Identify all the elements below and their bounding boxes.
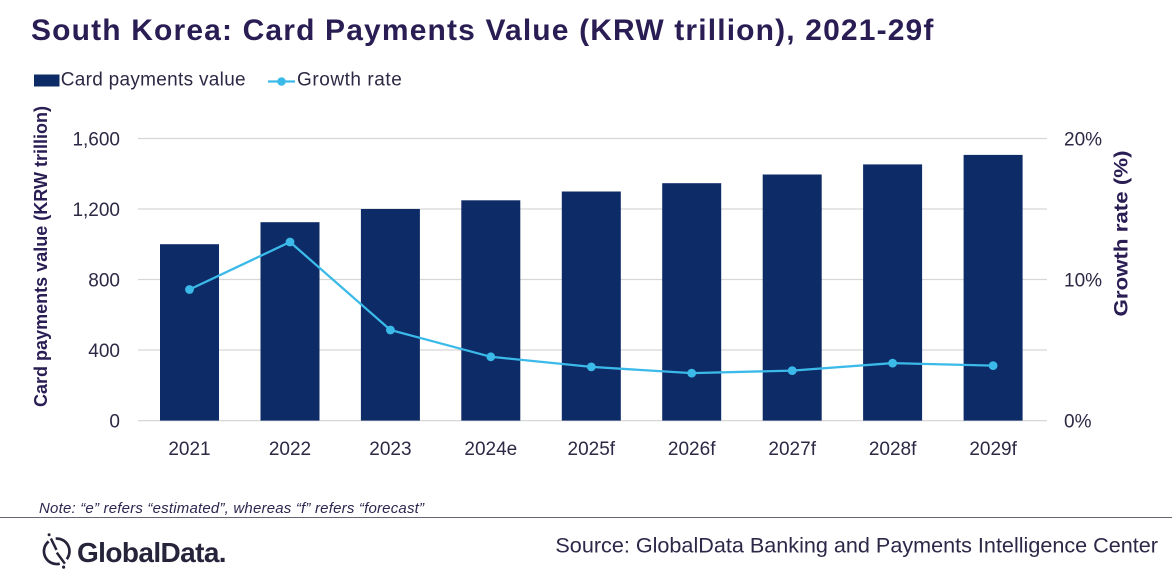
svg-text:2028f: 2028f [869, 439, 917, 460]
svg-text:2024e: 2024e [464, 439, 517, 460]
svg-text:2023: 2023 [369, 439, 411, 460]
svg-text:2029f: 2029f [969, 439, 1017, 460]
svg-text:Note: “e” refers “estimated”,: Note: “e” refers “estimated”, whereas “f… [39, 500, 425, 517]
svg-text:Growth rate: Growth rate [297, 70, 402, 91]
svg-text:0%: 0% [1064, 411, 1092, 432]
svg-text:2022: 2022 [269, 439, 311, 460]
svg-text:10%: 10% [1064, 270, 1102, 291]
svg-text:800: 800 [88, 270, 120, 291]
svg-text:2026f: 2026f [668, 439, 716, 460]
svg-text:Card payments value: Card payments value [61, 70, 246, 91]
svg-text:0: 0 [109, 411, 120, 432]
svg-text:2027f: 2027f [768, 439, 816, 460]
svg-text:1,600: 1,600 [72, 129, 120, 150]
svg-text:Source: GlobalData Banking and: Source: GlobalData Banking and Payments … [555, 532, 1158, 557]
svg-text:South Korea: Card Payments Val: South Korea: Card Payments Value (KRW tr… [31, 14, 935, 47]
svg-text:1,200: 1,200 [72, 200, 120, 221]
svg-text:2025f: 2025f [568, 439, 616, 460]
svg-text:400: 400 [88, 341, 120, 362]
svg-text:Growth rate (%): Growth rate (%) [1112, 151, 1133, 317]
svg-text:20%: 20% [1064, 129, 1102, 150]
svg-text:Card payments value (KRW trill: Card payments value (KRW trillion) [31, 106, 51, 407]
svg-text:2021: 2021 [168, 439, 210, 460]
svg-text:GlobalData.: GlobalData. [77, 537, 226, 568]
